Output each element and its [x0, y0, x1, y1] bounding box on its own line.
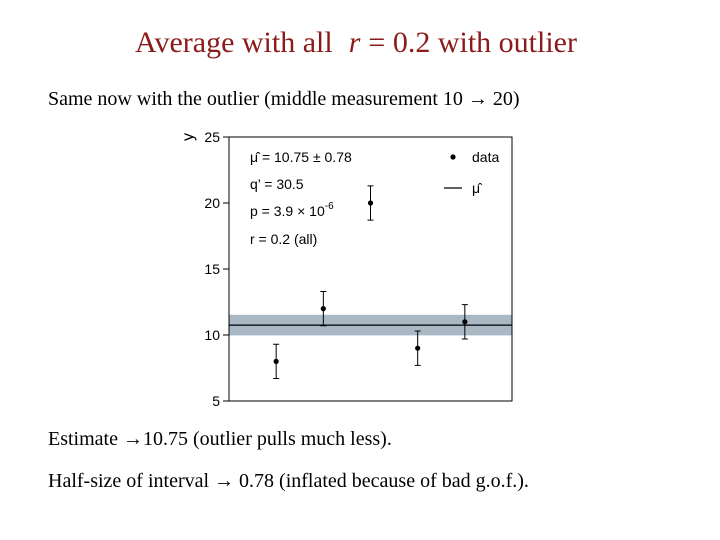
y-tick-label: 10 — [204, 327, 220, 343]
y-tick-label: 15 — [204, 261, 220, 277]
data-point — [462, 319, 468, 325]
data-point — [415, 345, 421, 351]
annotation: q’ = 30.5 — [250, 176, 304, 192]
chart: 5 10 15 20 25 y μ̂ = 10.75 ± 0.78 q’ = 30.5 p = … — [180, 129, 513, 409]
data-point — [367, 200, 374, 206]
y-tick-label: 25 — [204, 129, 220, 145]
legend-marker — [450, 154, 456, 160]
legend-label: μ̂ — [472, 180, 483, 196]
note-text: Half-size of interval → 0.78 (inflated b… — [48, 470, 529, 492]
title-variable: r — [349, 26, 361, 59]
legend-label: data — [472, 149, 499, 165]
slide-title: Average with all r = 0.2 with outlier — [135, 26, 577, 59]
y-axis-label: y — [180, 133, 197, 141]
title-text: = 0.2 with outlier — [368, 26, 577, 59]
data-point — [273, 358, 279, 364]
y-tick-label: 5 — [212, 393, 220, 409]
annotation: r = 0.2 (all) — [250, 231, 317, 247]
title-text: Average with all — [135, 26, 333, 59]
annotation: μ̂ = 10.75 ± 0.78 — [250, 149, 352, 165]
y-tick-label: 20 — [204, 195, 220, 211]
annotation-exponent: -6 — [325, 201, 334, 212]
annotation: p = 3.9 × 10-6 — [250, 201, 334, 219]
note-text: Estimate →10.75 (outlier pulls much less… — [48, 428, 392, 450]
data-point — [320, 306, 326, 312]
intro-text: Same now with the outlier (middle measur… — [48, 88, 520, 110]
annotation-text: p = 3.9 × 10 — [250, 203, 325, 219]
